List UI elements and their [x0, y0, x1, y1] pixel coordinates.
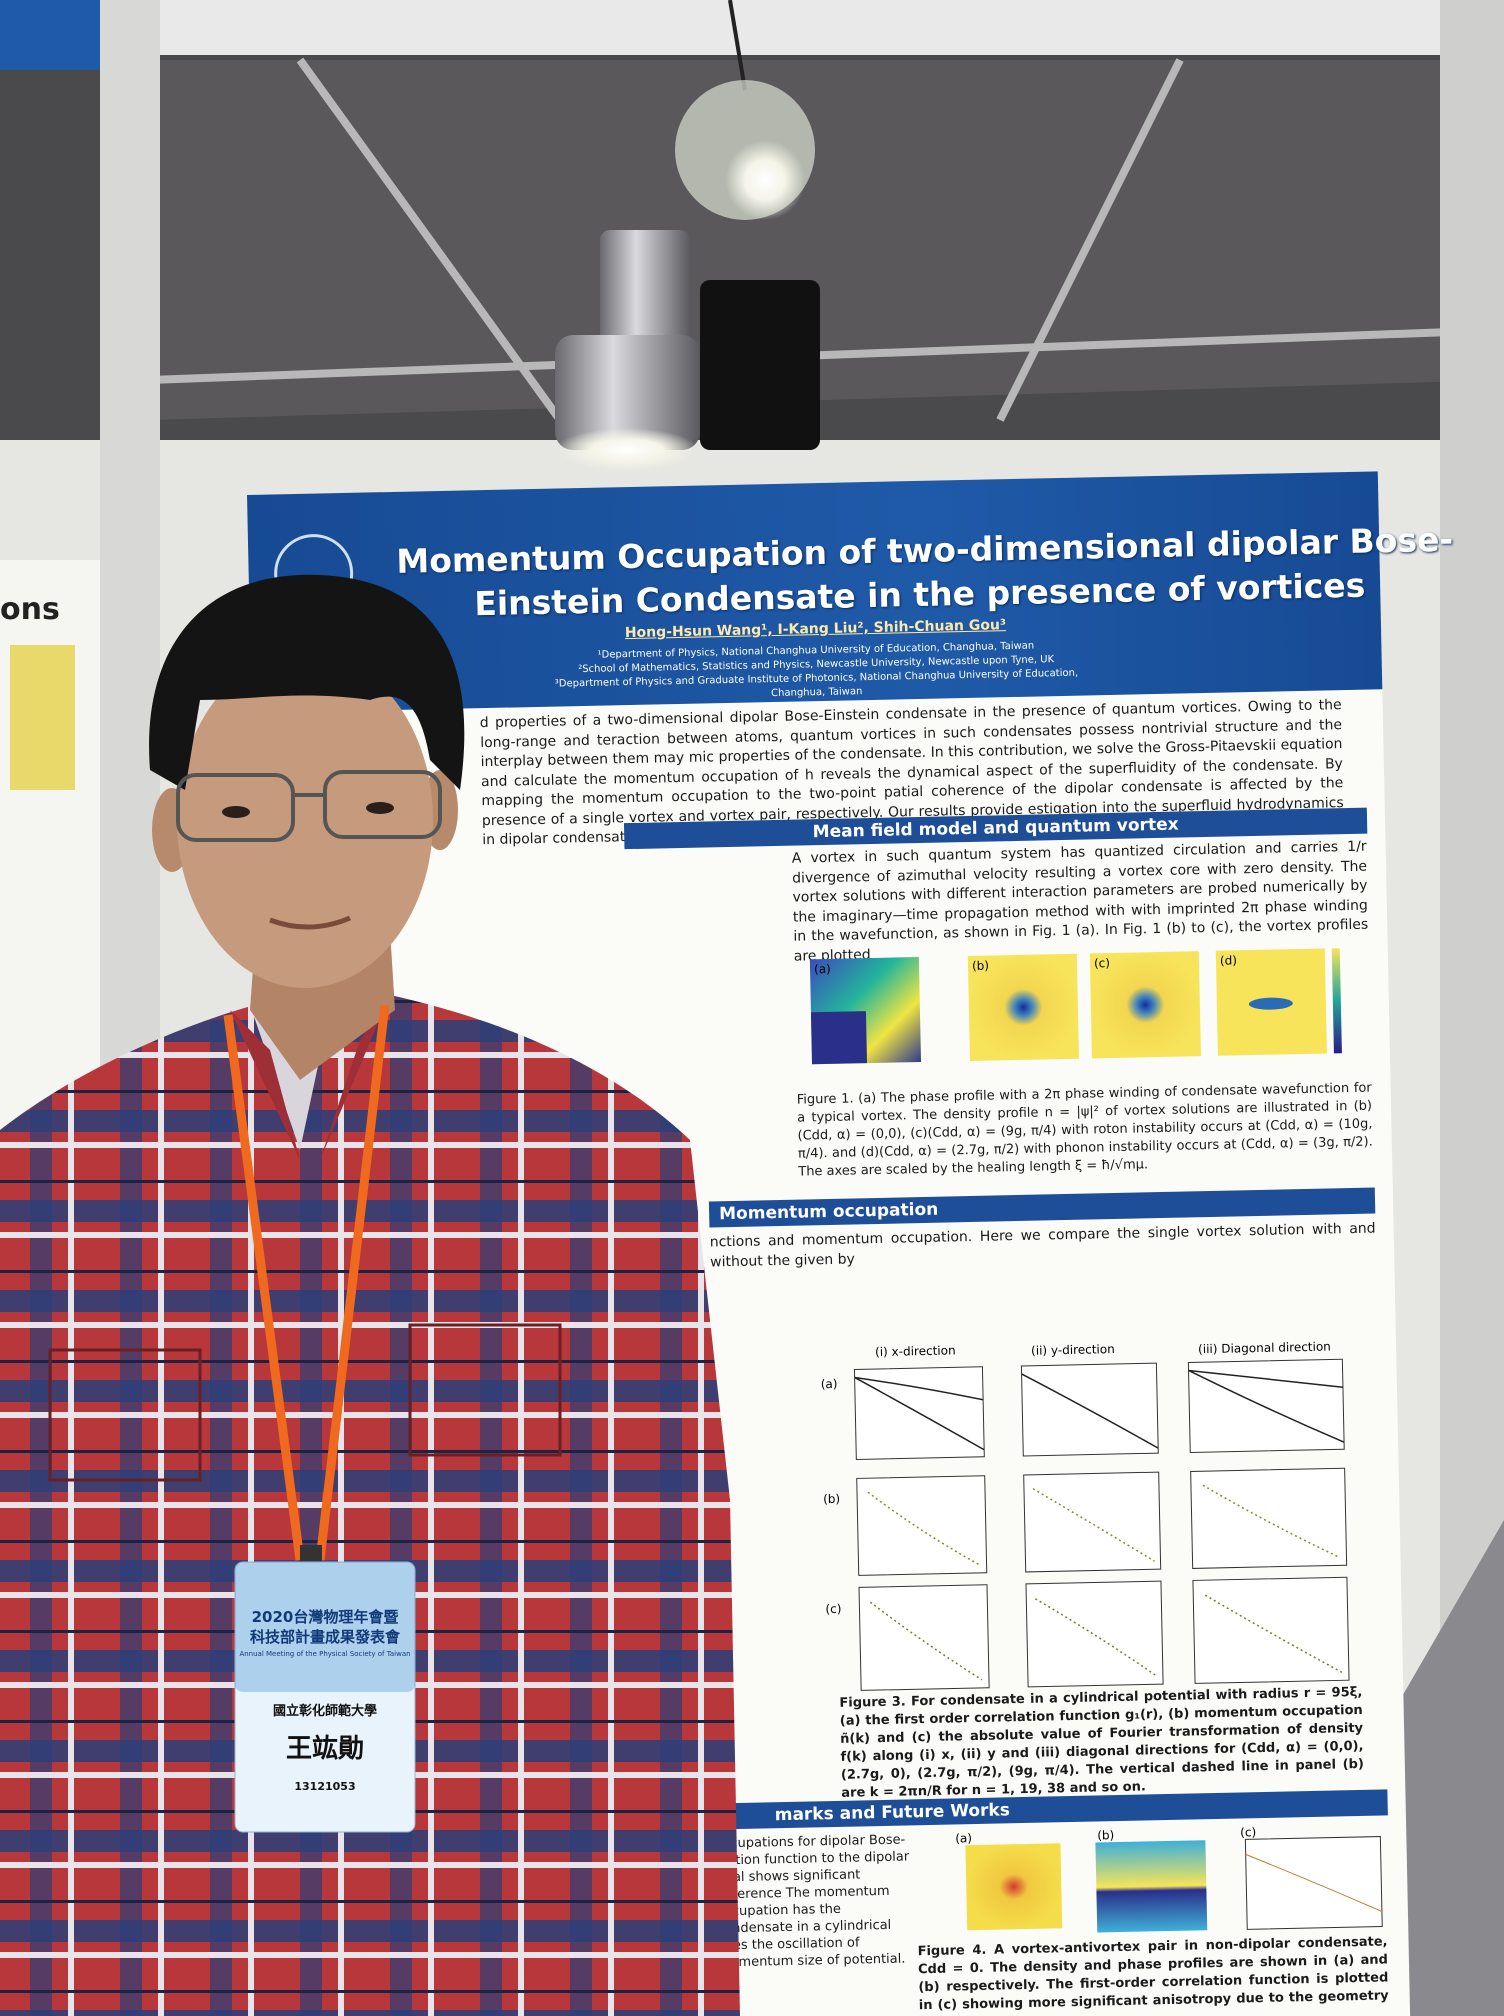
corner-sign [0, 0, 100, 70]
badge-affiliation: 國立彰化師範大學 [272, 1704, 377, 1719]
pocket [48, 1348, 202, 1482]
plot [1025, 1580, 1164, 1688]
curve [1245, 1853, 1383, 1913]
badge-name: 王竑勛 [285, 1734, 364, 1764]
plot-curves [854, 1369, 1345, 1681]
plot [1023, 1471, 1162, 1573]
poster: Momentum Occupation of two-dimensional d… [247, 471, 1453, 2016]
hair [149, 574, 465, 790]
left-poster-heading: ons [0, 592, 60, 627]
panel-label: (a) [955, 1831, 972, 1845]
badge-event: 2020台灣物理年會暨 [251, 1608, 399, 1626]
plot-frames [853, 1358, 1350, 1691]
density-panel [965, 1843, 1063, 1931]
panel-label: (b) [972, 959, 989, 973]
face [177, 652, 433, 988]
badge-event: 科技部計畫成果發表會 [249, 1628, 400, 1646]
density-panel [1089, 951, 1201, 1059]
scatter-trend [869, 1594, 1343, 1681]
lamp-light [555, 428, 699, 472]
row-label: (a) [821, 1377, 838, 1391]
mouth [269, 915, 351, 930]
row-label: (c) [825, 1602, 841, 1616]
curve [1188, 1369, 1345, 1443]
colorbar [1331, 948, 1342, 1054]
top-beam [150, 0, 1504, 55]
shirt [0, 995, 740, 2016]
panel-label: (b) [1097, 1828, 1114, 1842]
plot [1244, 1836, 1383, 1930]
row-label: (b) [823, 1492, 840, 1506]
sticky-note [10, 645, 75, 790]
plot [1190, 1467, 1348, 1569]
badge-band [235, 1562, 415, 1692]
badge-event-en: Annual Meeting of the Physical Society o… [239, 1650, 411, 1658]
truss [149, 57, 1504, 423]
density-panel [967, 953, 1079, 1061]
bulb [725, 140, 805, 220]
phase-cut [810, 1011, 868, 1065]
plot [1192, 1576, 1350, 1684]
figure-1: (a) (b) (c) (d) [809, 948, 1342, 1065]
tent-fabric [150, 60, 1504, 420]
panel-label: (d) [1220, 953, 1237, 967]
panel-label: (c) [1094, 956, 1110, 970]
badge [234, 1561, 416, 1833]
plot [856, 1475, 988, 1576]
figure-3: (i) x-direction (ii) y-direction (iii) D… [821, 1339, 1350, 1691]
glasses [176, 773, 295, 842]
panel-label: (c) [1240, 1825, 1256, 1839]
eye [366, 802, 394, 814]
glasses [323, 770, 442, 839]
curve [1021, 1373, 1159, 1449]
scatter-trend [867, 1484, 1340, 1566]
pocket [408, 1323, 562, 1457]
lamp-clamp [700, 280, 820, 450]
column-heading: (i) x-direction [875, 1343, 956, 1359]
lanyard [223, 1004, 390, 1561]
lamp-shade [555, 335, 700, 450]
lamp-cable [728, 0, 747, 91]
panel-label: (a) [814, 962, 831, 976]
badge-number: 13121053 [294, 1780, 356, 1793]
curve [854, 1376, 985, 1451]
visitor-shoulder [1380, 1520, 1504, 2016]
collar-flap [230, 995, 390, 1160]
column-heading: (ii) y-direction [1031, 1342, 1115, 1358]
vortex-core [1248, 997, 1293, 1010]
eye [222, 806, 250, 818]
lamp-arm [600, 230, 690, 350]
phase-panel [1095, 1840, 1208, 1933]
figure-4: (a) (b) (c) [955, 1825, 1383, 1933]
column-heading: (iii) Diagonal direction [1198, 1339, 1331, 1356]
